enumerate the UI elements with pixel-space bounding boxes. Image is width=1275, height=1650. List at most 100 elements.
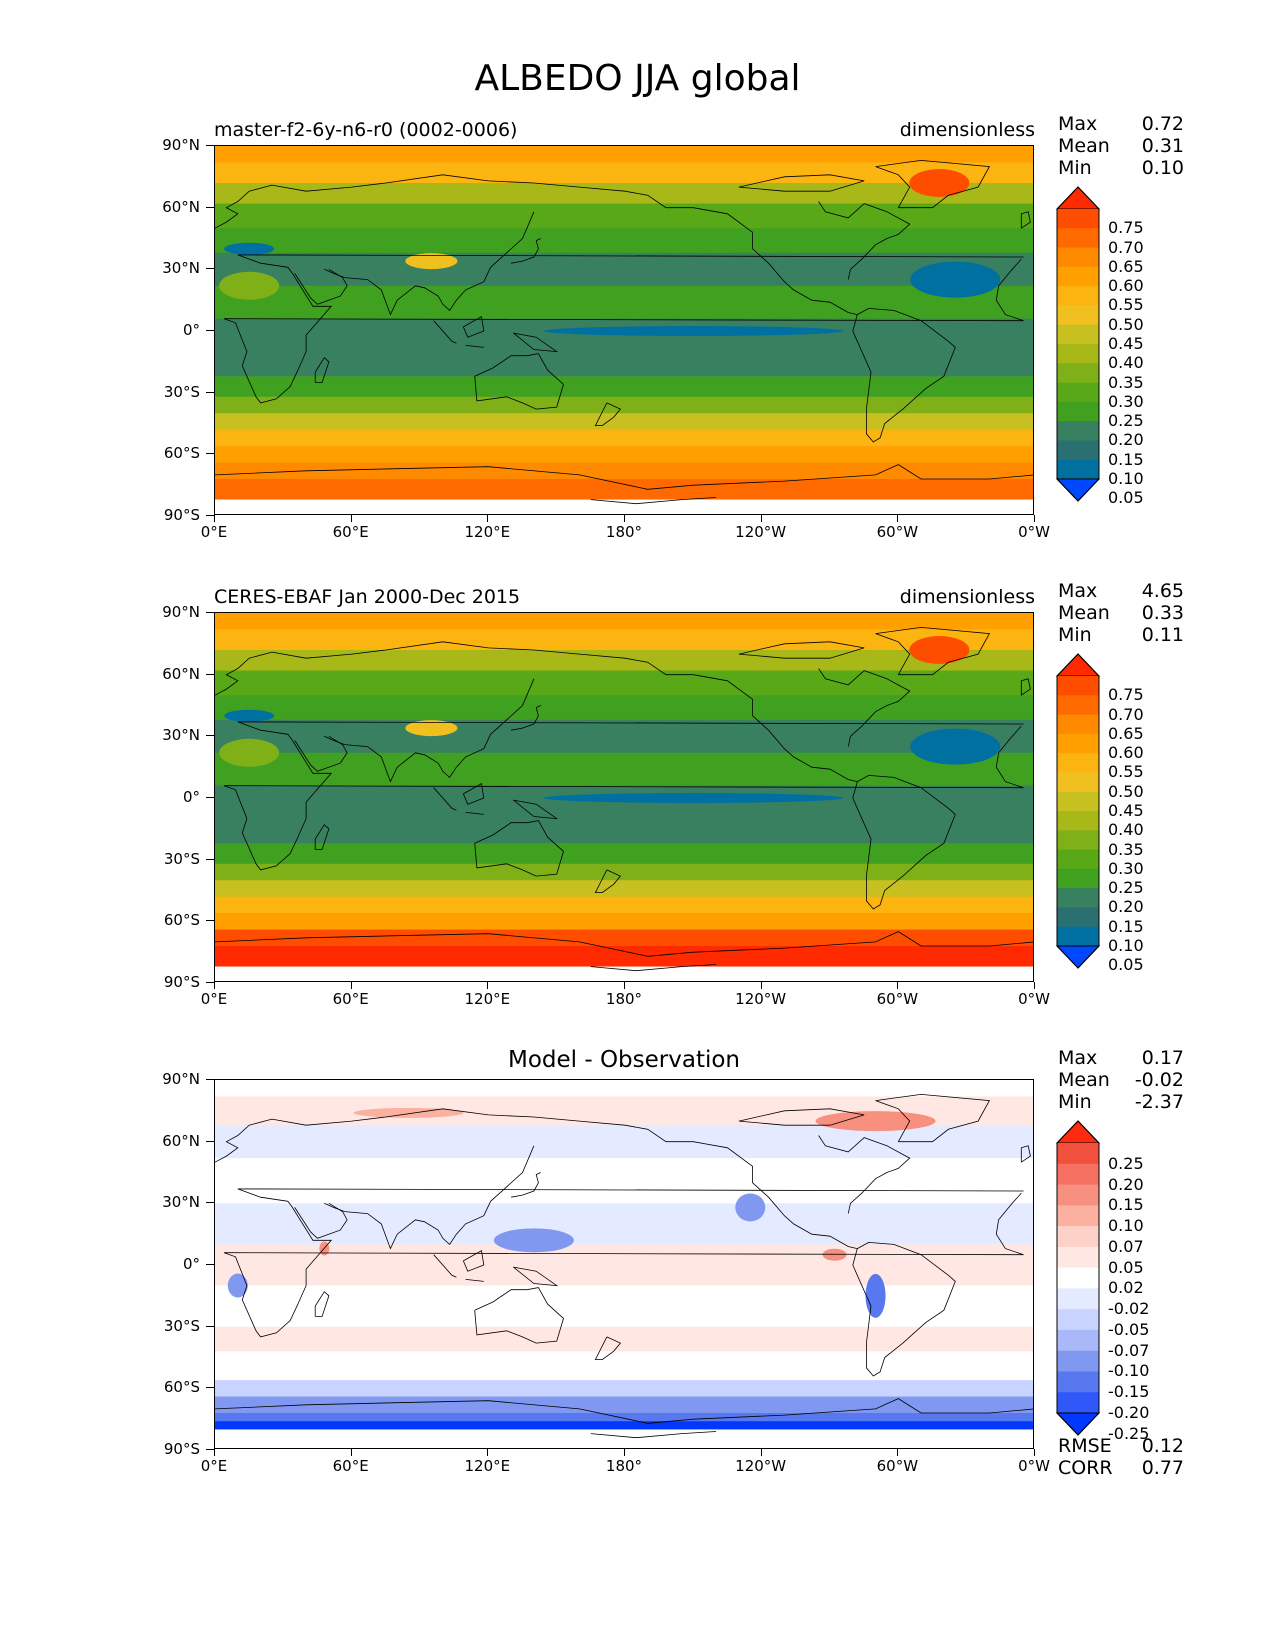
colorbar-segment bbox=[1057, 733, 1099, 754]
colorbar-min-extend bbox=[1056, 478, 1100, 502]
colorbar-segment bbox=[1057, 305, 1099, 326]
rmse-box: RMSE 0.12 CORR 0.77 bbox=[1058, 1435, 1184, 1479]
colorbar-segment bbox=[1057, 714, 1099, 735]
albedo-band bbox=[215, 1380, 1033, 1398]
colorbar-label: 0.55 bbox=[1108, 762, 1144, 782]
albedo-band bbox=[215, 252, 1033, 287]
colorbar-label: 0.20 bbox=[1108, 897, 1144, 917]
y-tick-mark bbox=[206, 612, 214, 613]
y-tick-label: 60°S bbox=[163, 1378, 200, 1397]
tibet-feature bbox=[405, 720, 458, 737]
colorbar-label: 0.10 bbox=[1108, 1216, 1144, 1236]
x-tick-mark bbox=[760, 1449, 762, 1456]
panel-left-title: CERES-EBAF Jan 2000-Dec 2015 bbox=[214, 586, 521, 608]
colorbar-segment bbox=[1057, 830, 1099, 851]
stat-label: Mean bbox=[1058, 602, 1110, 624]
coastline bbox=[852, 1241, 956, 1377]
albedo-band bbox=[215, 429, 1033, 447]
sahara-feature bbox=[219, 738, 280, 767]
stat-label: Min bbox=[1058, 624, 1092, 646]
diff-feature bbox=[493, 1228, 574, 1253]
colorbar-segment bbox=[1057, 1143, 1099, 1165]
x-tick-mark bbox=[350, 1449, 352, 1456]
colorbar bbox=[1056, 653, 1100, 969]
colorbar-segment bbox=[1057, 1329, 1099, 1352]
colorbar-segment bbox=[1057, 868, 1099, 889]
coastline bbox=[215, 464, 1033, 490]
colorbar-label: 0.70 bbox=[1108, 704, 1144, 724]
x-tick-label: 60°W bbox=[876, 990, 919, 1008]
x-tick-mark bbox=[1034, 1449, 1035, 1456]
y-tick-mark bbox=[206, 797, 214, 798]
stat-label: Min bbox=[1058, 157, 1092, 179]
coastline bbox=[474, 820, 564, 877]
colorbar-outline bbox=[1056, 653, 1100, 969]
x-tick-label: 120°W bbox=[735, 523, 787, 541]
albedo-band bbox=[215, 695, 1033, 721]
y-tick-label: 30°N bbox=[162, 259, 200, 278]
y-tick-mark bbox=[206, 1325, 214, 1327]
y-tick-mark bbox=[206, 1449, 214, 1450]
coastline bbox=[474, 353, 564, 410]
x-tick-label: 0°E bbox=[200, 990, 228, 1008]
albedo-band bbox=[215, 1429, 1033, 1448]
colorbar-label: 0.35 bbox=[1108, 372, 1144, 392]
y-tick-label: 0° bbox=[182, 1255, 200, 1273]
model-panel: master-f2-6y-n6-r0 (0002-0006) dimension… bbox=[0, 113, 1275, 583]
colorbar bbox=[1056, 1120, 1100, 1436]
colorbar-segment bbox=[1057, 907, 1099, 928]
stat-value: 0.17 bbox=[1141, 1047, 1184, 1069]
colorbar-label: 0.20 bbox=[1108, 1174, 1144, 1194]
colorbar-label: 0.30 bbox=[1108, 858, 1144, 878]
x-tick-label: 60°E bbox=[332, 1457, 369, 1475]
albedo-band bbox=[215, 670, 1033, 696]
y-tick-label: 90°N bbox=[162, 1070, 200, 1088]
colorbar-segment bbox=[1057, 266, 1099, 287]
colorbar-label: -0.07 bbox=[1108, 1340, 1150, 1360]
colorbar-label: 0.75 bbox=[1108, 685, 1144, 705]
x-tick-mark bbox=[487, 982, 489, 989]
x-tick-label: 0°W bbox=[1018, 990, 1050, 1008]
x-tick-label: 60°W bbox=[876, 523, 919, 541]
model-map bbox=[214, 145, 1034, 515]
albedo-band bbox=[215, 1396, 1033, 1414]
difference-map bbox=[214, 1079, 1034, 1449]
coastline bbox=[738, 1108, 865, 1126]
colorbar-segment bbox=[1057, 344, 1099, 364]
colorbar-segment bbox=[1057, 440, 1099, 461]
colorbar-label: 0.35 bbox=[1108, 839, 1144, 859]
greenland-feature bbox=[909, 169, 970, 197]
coastline bbox=[594, 1336, 622, 1361]
stat-label: Max bbox=[1058, 1047, 1098, 1069]
stat-label: Mean bbox=[1058, 1069, 1110, 1091]
coastline bbox=[433, 320, 457, 344]
coastline bbox=[324, 1145, 535, 1250]
albedo-band bbox=[215, 1203, 1033, 1245]
y-tick-label: 90°S bbox=[163, 506, 200, 524]
albedo-band bbox=[215, 228, 1033, 254]
albedo-band bbox=[215, 880, 1033, 898]
colorbar-segment bbox=[1057, 1309, 1099, 1331]
stat-value: 0.31 bbox=[1141, 135, 1184, 157]
y-tick-label: 60°S bbox=[163, 444, 200, 463]
y-tick-label: 90°N bbox=[162, 603, 200, 621]
colorbar-segment bbox=[1057, 695, 1099, 716]
coastline bbox=[647, 1128, 858, 1249]
colorbar-segment bbox=[1057, 382, 1099, 403]
y-tick-label: 60°N bbox=[162, 1131, 200, 1150]
coastline bbox=[647, 661, 858, 782]
colorbar-label: -0.20 bbox=[1108, 1403, 1150, 1422]
colorbar-label: 0.60 bbox=[1108, 276, 1144, 296]
colorbar-label: 0.65 bbox=[1108, 256, 1144, 276]
colorbar-segment bbox=[1057, 1246, 1099, 1269]
x-tick-label: 60°E bbox=[332, 523, 369, 541]
coastline bbox=[1020, 1145, 1031, 1163]
y-tick-mark bbox=[206, 920, 214, 922]
coastline bbox=[465, 1279, 484, 1282]
panel-left-title: master-f2-6y-n6-r0 (0002-0006) bbox=[214, 119, 518, 141]
colorbar-label: 0.55 bbox=[1108, 295, 1144, 315]
colorbar-label: 0.70 bbox=[1108, 237, 1144, 257]
mediterranean-feature bbox=[224, 709, 275, 722]
x-tick-mark bbox=[624, 1449, 625, 1456]
colorbar-label: 0.05 bbox=[1108, 488, 1144, 508]
